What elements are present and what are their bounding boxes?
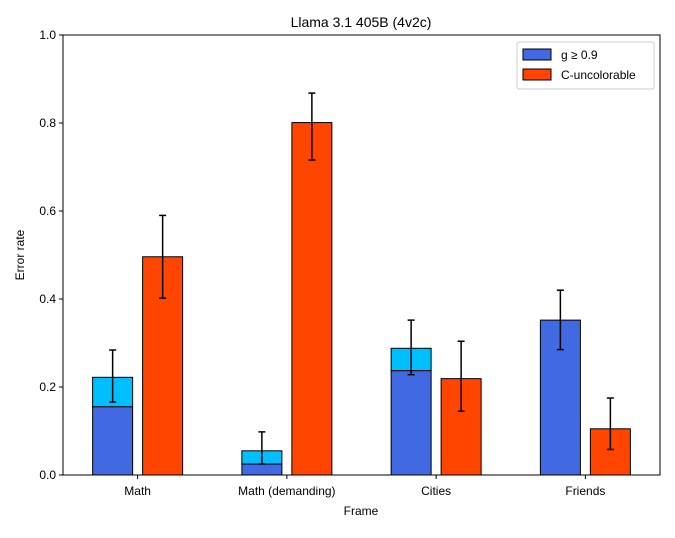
x-tick-label: Math <box>124 484 151 498</box>
y-tick-label: 0.6 <box>39 204 56 218</box>
bar <box>92 406 134 476</box>
y-tick-label: 1.0 <box>39 28 56 42</box>
x-tick-label: Cities <box>421 484 451 498</box>
legend: g ≥ 0.9 C-uncolorable <box>516 41 655 90</box>
bar <box>241 463 283 476</box>
axes-frame <box>62 34 661 476</box>
bar <box>390 370 432 476</box>
y-tick-label: 0.4 <box>39 292 56 306</box>
plot-area: 0.0 0.2 0.4 0.6 0.8 1.0 Math Math (demanding) Ci… <box>39 28 661 498</box>
legend-label: C-uncolorable <box>561 68 636 82</box>
legend-label: g ≥ 0.9 <box>561 48 598 62</box>
y-tick-label: 0.2 <box>39 380 56 394</box>
bar <box>291 122 333 476</box>
y-tick-label: 0.8 <box>39 116 56 130</box>
x-axis-label: Frame <box>344 504 379 518</box>
x-tick-label: Math (demanding) <box>238 484 335 498</box>
legend-swatch <box>522 48 552 61</box>
y-tick-label: 0.0 <box>39 468 56 482</box>
chart-title: Llama 3.1 405B (4v2c) <box>291 14 432 30</box>
x-tick-label: Friends <box>565 484 605 498</box>
legend-swatch <box>522 68 552 81</box>
y-axis-label: Error rate <box>13 229 27 280</box>
